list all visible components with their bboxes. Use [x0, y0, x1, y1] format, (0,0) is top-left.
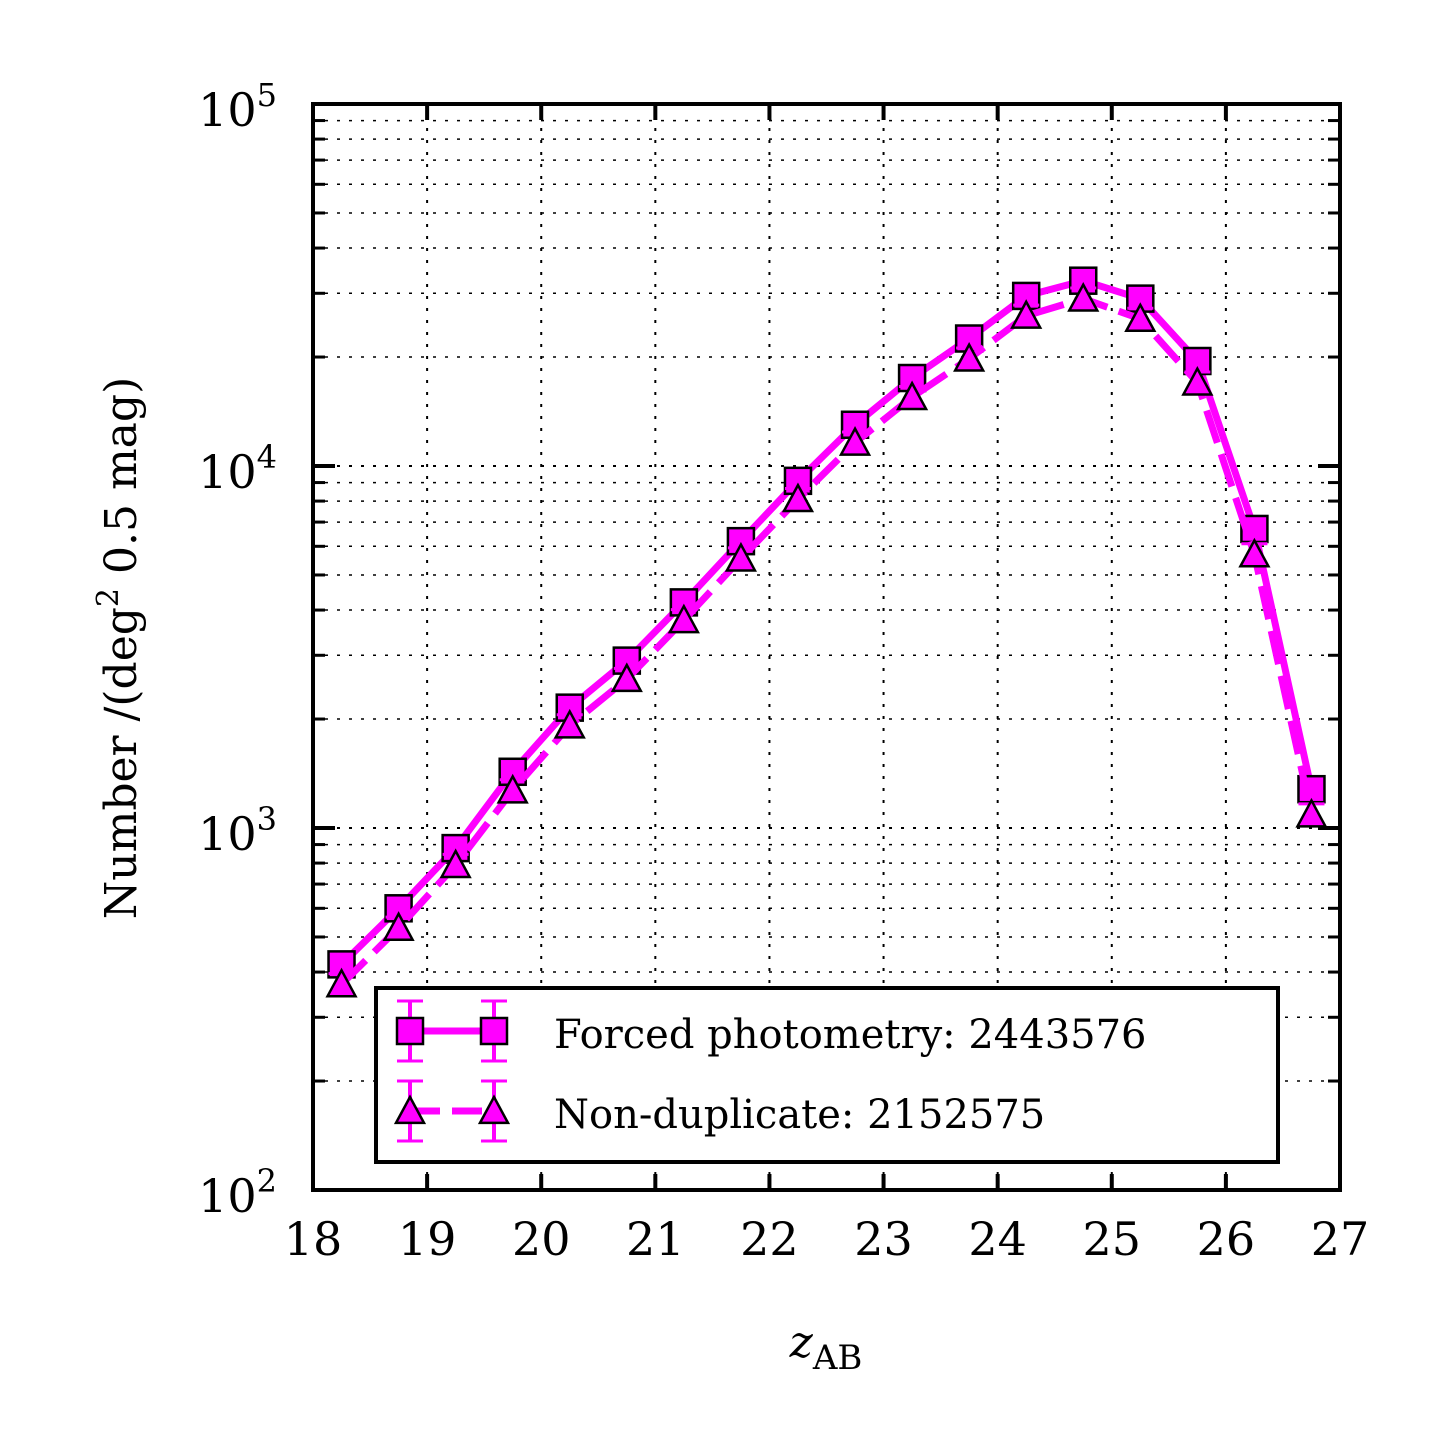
legend-marker-triangle — [477, 1094, 511, 1125]
grid-lines — [313, 104, 1340, 1190]
legend: Forced photometry: 2443576 Non-duplicate… — [374, 986, 1280, 1164]
series-line-square — [339, 277, 1315, 967]
y-tick-label: 104 — [198, 438, 277, 499]
data-point-triangle — [610, 662, 643, 693]
x-tick-label: 23 — [854, 1212, 913, 1266]
legend-entries — [393, 999, 511, 1143]
y-axis-label-sup: 2 — [91, 588, 126, 607]
x-tick-label: 27 — [1311, 1212, 1370, 1266]
data-point-triangle — [781, 482, 815, 513]
y-tick-label: 105 — [198, 76, 277, 137]
x-axis-label-sub: AB — [812, 1338, 863, 1378]
x-tick-label: 19 — [398, 1212, 457, 1266]
y-axis-label: Number /(deg2 0.5 mag) — [91, 377, 147, 919]
data-point-triangle — [325, 967, 358, 998]
series-line-triangle — [339, 295, 1315, 987]
data-point-triangle — [1067, 281, 1100, 312]
data-point-triangle — [553, 708, 586, 739]
y-axis-label-tail: 0.5 mag) — [96, 377, 147, 588]
data-point-triangle — [496, 773, 529, 804]
plot-frame — [311, 102, 1342, 1192]
legend-entry-square — [395, 999, 509, 1063]
x-tick-labels: 18 19 20 21 22 23 24 25 26 27 — [284, 1212, 1370, 1266]
legend-label-nondup: Non-duplicate: 2152575 — [554, 1092, 1045, 1138]
data-point-triangle — [1181, 365, 1214, 396]
x-tick-label: 26 — [1197, 1212, 1256, 1266]
data-point-triangle — [724, 541, 758, 572]
x-tick-label: 24 — [968, 1212, 1027, 1266]
series-square — [327, 266, 1326, 979]
legend-entry-triangle — [393, 1079, 511, 1143]
data-point-triangle — [838, 426, 872, 456]
series-triangle — [325, 281, 1328, 998]
x-tick-label: 25 — [1083, 1212, 1142, 1266]
legend-box — [374, 986, 1280, 1164]
data-point-triangle — [382, 911, 415, 941]
series-layer — [325, 266, 1328, 998]
y-tick-label: 103 — [198, 800, 277, 861]
legend-marker-square — [479, 1016, 509, 1046]
legend-label-forced: Forced photometry: 2443576 — [554, 1012, 1147, 1058]
data-point-triangle — [895, 380, 929, 411]
y-tick-labels: 102 103 104 105 — [198, 76, 277, 1223]
legend-marker-triangle — [393, 1094, 427, 1125]
data-point-triangle — [1010, 299, 1043, 329]
x-tick-label: 21 — [626, 1212, 685, 1266]
data-point-triangle — [1238, 537, 1271, 568]
x-tick-label: 20 — [512, 1212, 571, 1266]
x-axis-label: zAB — [789, 1317, 863, 1378]
data-point-triangle — [667, 603, 700, 634]
y-tick-label: 102 — [198, 1162, 277, 1223]
x-tick-label: 22 — [740, 1212, 799, 1266]
data-point-triangle — [953, 341, 986, 372]
data-point-triangle — [1295, 797, 1328, 828]
x-tick-label: 18 — [284, 1212, 343, 1266]
legend-marker-square — [395, 1016, 425, 1046]
x-axis-label-main: z — [789, 1317, 814, 1368]
data-point-triangle — [1124, 302, 1157, 332]
y-axis-label-main: Number /(deg — [96, 607, 147, 919]
data-point-triangle — [439, 848, 472, 879]
